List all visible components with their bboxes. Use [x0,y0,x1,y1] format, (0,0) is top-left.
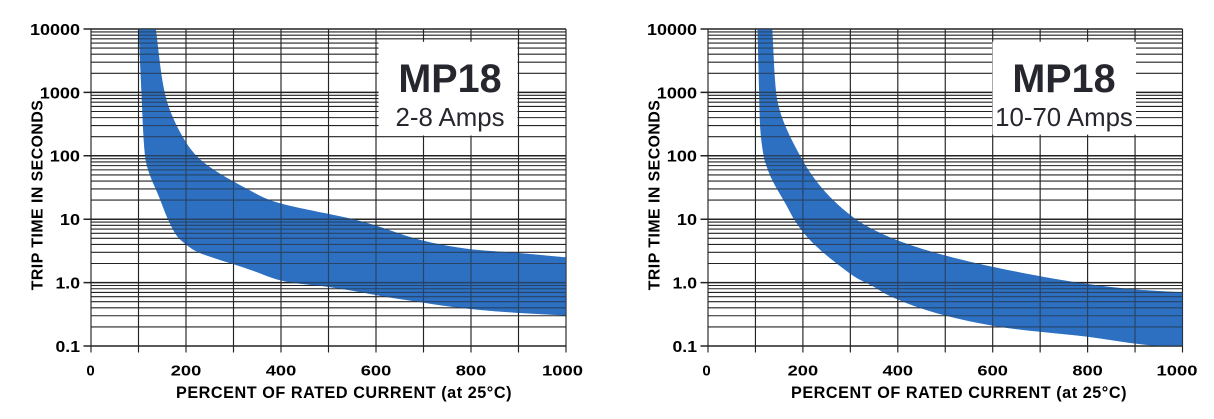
svg-text:TRIP TIME IN SECONDS: TRIP TIME IN SECONDS [30,100,47,291]
svg-text:400: 400 [266,363,297,380]
svg-text:PERCENT OF RATED CURRENT (at 2: PERCENT OF RATED CURRENT (at 25°C) [791,384,1127,402]
svg-text:800: 800 [456,363,487,380]
svg-text:1000: 1000 [1157,363,1198,380]
svg-text:10: 10 [60,212,80,229]
svg-text:0: 0 [702,363,710,380]
svg-text:10000: 10000 [30,22,80,39]
svg-text:600: 600 [361,363,392,380]
svg-text:0.1: 0.1 [673,339,698,356]
svg-text:PERCENT OF RATED CURRENT (at 2: PERCENT OF RATED CURRENT (at 25°C) [176,384,512,402]
svg-text:1.0: 1.0 [56,276,81,293]
svg-text:0: 0 [86,363,94,380]
svg-text:MP18: MP18 [1012,57,1115,101]
svg-text:600: 600 [977,363,1008,380]
svg-text:1.0: 1.0 [673,276,698,293]
svg-text:400: 400 [883,363,914,380]
svg-text:10000: 10000 [647,22,697,39]
svg-text:100: 100 [50,149,80,166]
svg-text:200: 200 [171,363,202,380]
svg-text:0.1: 0.1 [56,339,81,356]
svg-text:TRIP TIME IN SECONDS: TRIP TIME IN SECONDS [647,100,664,291]
svg-text:10-70 Amps: 10-70 Amps [995,104,1133,132]
svg-text:200: 200 [788,363,819,380]
svg-text:1000: 1000 [657,85,697,102]
svg-text:100: 100 [667,149,697,166]
svg-text:MP18: MP18 [398,57,501,101]
svg-text:1000: 1000 [542,363,583,380]
svg-text:10: 10 [677,212,697,229]
svg-text:800: 800 [1072,363,1103,380]
svg-text:2-8 Amps: 2-8 Amps [396,104,505,132]
svg-text:1000: 1000 [40,85,80,102]
